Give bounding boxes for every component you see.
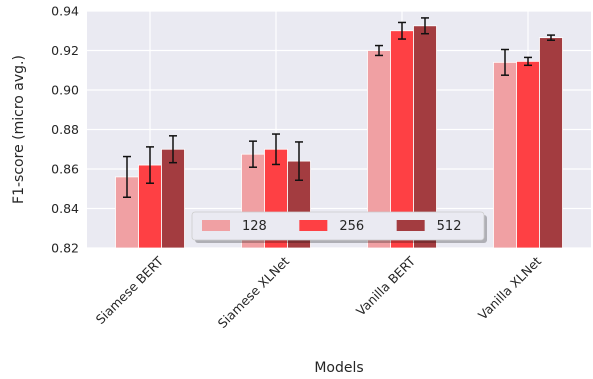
bar-256-3 (516, 60, 540, 249)
y-tick-label: 0.84 (51, 201, 79, 216)
legend-box (191, 211, 485, 241)
legend-swatch-256 (299, 220, 328, 231)
y-tick-label: 0.90 (51, 83, 79, 98)
bar-128-3 (493, 61, 517, 249)
x-tick-label: Vanilla BERT (353, 253, 418, 318)
legend-label-256: 256 (339, 219, 364, 234)
y-tick-labels: 0.82 0.84 0.86 0.88 0.90 0.92 0.94 (51, 4, 79, 256)
y-tick-label: 0.92 (51, 43, 79, 58)
bar-512-0 (161, 148, 185, 249)
x-tick-label: Siamese XLNet (215, 253, 293, 331)
legend: 128 256 512 (191, 211, 487, 243)
legend-label-512: 512 (437, 219, 462, 234)
y-tick-label: 0.86 (51, 162, 79, 177)
legend-label-128: 128 (242, 219, 267, 234)
y-tick-label: 0.82 (51, 241, 79, 256)
legend-swatch-512 (396, 220, 425, 231)
y-tick-label: 0.94 (51, 4, 79, 19)
bar-512-3 (539, 37, 563, 249)
y-axis-label: F1-score (micro avg.) (11, 55, 27, 204)
x-tick-label: Siamese BERT (93, 253, 167, 327)
x-axis-label: Models (314, 360, 363, 376)
legend-swatch-128 (202, 220, 230, 231)
error-bars (123, 17, 555, 198)
x-tick-labels: Siamese BERT Siamese XLNet Vanilla BERT Van… (93, 253, 545, 331)
x-tick-label: Vanilla XLNet (475, 253, 544, 322)
y-tick-label: 0.88 (51, 122, 79, 137)
